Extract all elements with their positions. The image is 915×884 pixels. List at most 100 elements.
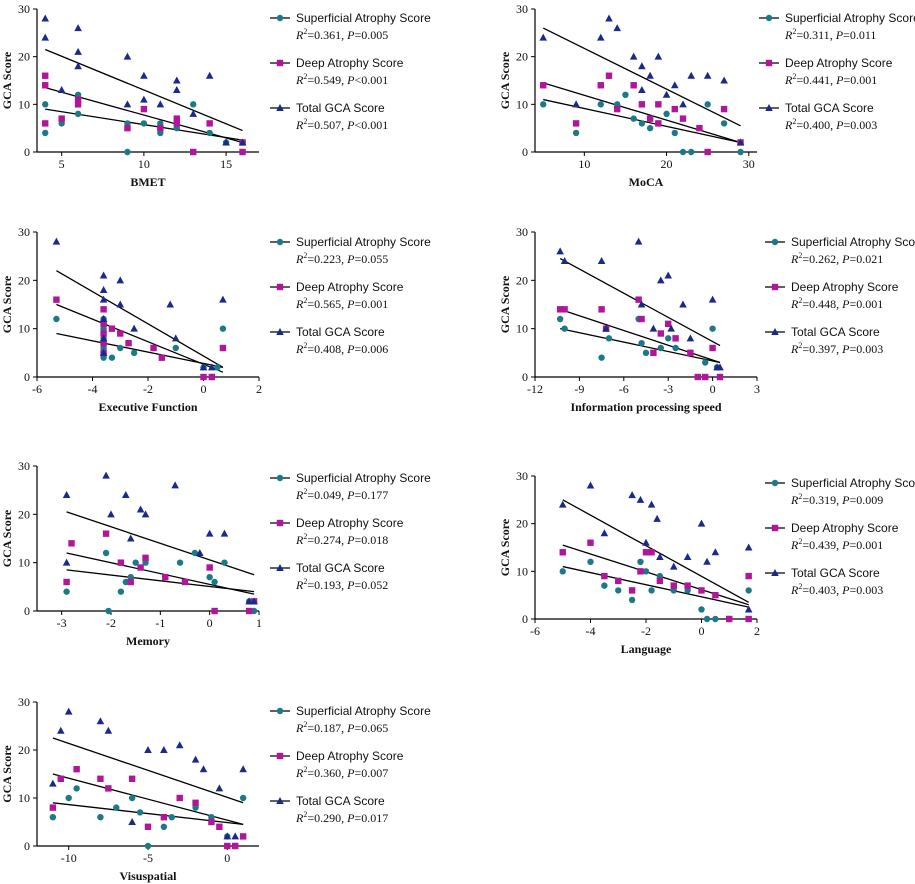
superficial-point <box>239 794 247 802</box>
y-tick-label: 20 <box>516 273 528 287</box>
total-point <box>223 832 232 840</box>
p-value: 0.055 <box>361 252 388 266</box>
superficial-point <box>737 148 744 156</box>
deep-point <box>150 344 157 352</box>
superficial-point <box>113 804 120 811</box>
y-axis-title: GCA Score <box>498 51 512 109</box>
x-tick-label: 3 <box>754 382 760 396</box>
x-tick-label: -4 <box>586 624 596 638</box>
r-squared-value: 0.319 <box>809 493 836 507</box>
superficial-point <box>646 124 654 132</box>
deep-point <box>672 335 679 342</box>
panel-memory: 0 10 20 30 -3 -2 -1 0 1 GCA Score Memory Superficia… <box>0 459 431 648</box>
deep-point <box>100 339 107 347</box>
deep-point <box>208 818 215 826</box>
superficial-fit-line <box>562 565 749 608</box>
p-value: 0.003 <box>850 118 877 132</box>
total-point <box>636 495 645 503</box>
total-point <box>596 33 605 41</box>
r-squared-value: 0.448 <box>809 297 836 311</box>
superficial-point <box>127 573 134 581</box>
p-operator: = <box>849 583 856 597</box>
p-operator: = <box>354 488 361 502</box>
p-value: 0.001 <box>361 118 388 132</box>
superficial-point <box>130 349 138 357</box>
deep-point <box>709 344 716 352</box>
legend-superficial: Superficial Atrophy Score R2=0.311, P=0.0… <box>759 11 915 42</box>
superficial-point <box>698 606 705 613</box>
total-point <box>205 529 214 537</box>
total-point <box>122 491 130 498</box>
superficial-point <box>142 559 149 566</box>
superficial-point <box>642 568 650 575</box>
superficial-point <box>124 148 131 156</box>
total-point <box>220 529 229 537</box>
total-point <box>123 52 132 60</box>
p-value: 0.009 <box>856 493 883 507</box>
legend-series-name: Total GCA Score <box>296 101 385 115</box>
superficial-point <box>168 814 175 821</box>
deep-point <box>655 120 662 127</box>
legend-statistics: R2=0.361, P=0.005 <box>295 27 388 42</box>
legend-statistics: R2=0.441, P=0.001 <box>784 72 877 87</box>
r-squared-value: 0.441 <box>803 73 830 87</box>
y-tick-label: 20 <box>18 743 30 757</box>
deep-point <box>561 306 568 313</box>
total-point <box>600 529 609 537</box>
y-tick-label: 0 <box>24 370 30 384</box>
p-operator: = <box>354 578 361 592</box>
legend-statistics: R2=0.311, P=0.011 <box>784 27 876 42</box>
superficial-point <box>140 120 148 127</box>
superficial-point <box>191 549 199 557</box>
y-tick-label: 10 <box>18 97 30 111</box>
deep-point <box>97 775 104 782</box>
superficial-point <box>601 582 608 589</box>
p-operator: < <box>354 73 361 87</box>
legend-total-marker <box>771 328 779 335</box>
deep-point <box>73 766 80 773</box>
total-point <box>64 707 73 715</box>
legend-series-name: Total GCA Score <box>785 101 874 115</box>
x-tick-label: -2 <box>641 624 651 638</box>
superficial-point <box>704 101 711 108</box>
superficial-point <box>100 325 107 332</box>
deep-point <box>211 607 218 615</box>
legend-statistics: R2=0.397, P=0.003 <box>790 341 883 356</box>
p-value: 0.003 <box>856 583 883 597</box>
legend-statistics: R2=0.187, P=0.065 <box>295 720 388 735</box>
superficial-point <box>128 794 136 802</box>
total-point <box>140 71 148 79</box>
y-tick-label: 10 <box>18 322 30 336</box>
total-point <box>215 784 224 792</box>
superficial-point <box>176 559 184 566</box>
superficial-point <box>219 325 227 332</box>
legend-series-name: Deep Atrophy Score <box>296 280 404 294</box>
p-operator: = <box>843 118 850 132</box>
panel-visuospatial: 0 10 20 30 -10 -5 0 GCA Score Visuspatial Superfi… <box>0 695 431 883</box>
total-point <box>556 247 564 255</box>
total-point <box>653 514 661 522</box>
total-point <box>104 726 113 734</box>
legend-deep-marker <box>765 59 773 67</box>
r-squared-value: 0.397 <box>809 342 836 356</box>
deep-point <box>117 330 124 337</box>
r-squared-value: 0.049 <box>314 488 341 502</box>
superficial-point <box>720 120 728 127</box>
deep-point <box>637 568 644 575</box>
legend-series-name: Superficial Atrophy Score <box>785 11 915 25</box>
total-point <box>41 14 50 22</box>
deep-point <box>176 794 183 802</box>
deep-point <box>160 814 168 821</box>
superficial-point <box>172 344 179 352</box>
p-value: 0.052 <box>361 578 388 592</box>
deep-point <box>540 82 547 89</box>
superficial-point <box>122 578 129 586</box>
superficial-point <box>630 115 637 122</box>
deep-point <box>698 587 705 594</box>
deep-point <box>670 582 677 589</box>
total-point <box>141 510 150 518</box>
superficial-point <box>657 344 664 352</box>
